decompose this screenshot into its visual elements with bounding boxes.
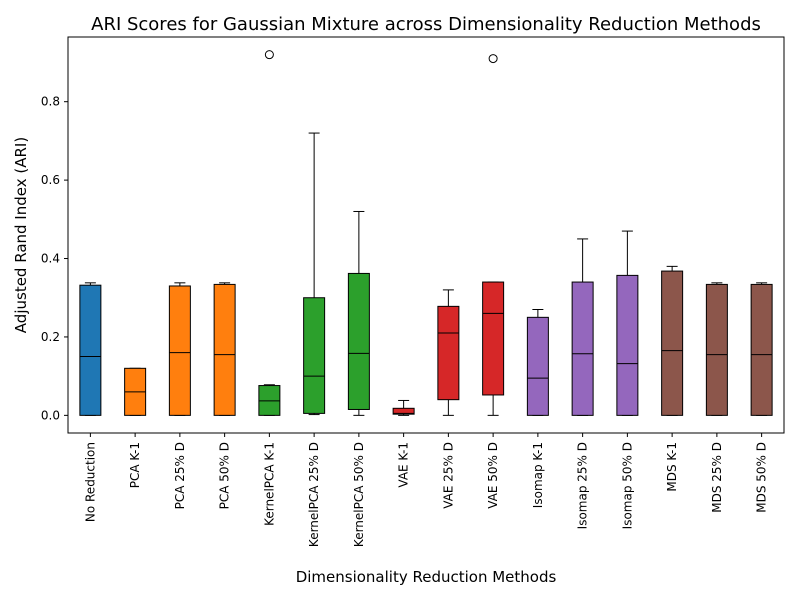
box-0 — [79, 282, 102, 416]
y-tick-label: 0.4 — [41, 252, 60, 266]
chart-title: ARI Scores for Gaussian Mixture across D… — [91, 14, 761, 35]
y-axis: 0.0 0.2 0.4 0.6 0.8 — [41, 95, 68, 422]
box-iqr — [437, 305, 460, 401]
box-iqr — [616, 274, 639, 416]
box-1 — [124, 367, 147, 416]
boxes-layer — [79, 50, 773, 416]
x-tick-label: Isomap 25% D — [576, 442, 590, 529]
x-axis: No Reduction PCA K-1 PCA 25% D PCA 50% D Ker… — [83, 433, 769, 547]
box-13 — [661, 265, 684, 416]
x-tick-label: MDS 25% D — [710, 442, 724, 513]
box-15 — [750, 282, 773, 416]
x-tick-label: VAE 50% D — [486, 442, 500, 509]
box-3 — [213, 282, 236, 416]
x-tick-label: VAE K-1 — [397, 442, 411, 488]
y-tick-label: 0.6 — [41, 173, 60, 187]
box-4 — [258, 50, 281, 416]
box-2 — [168, 282, 191, 416]
box-8 — [437, 289, 460, 416]
x-tick-label: PCA 25% D — [173, 442, 187, 509]
y-tick-label: 0.0 — [41, 408, 60, 422]
box-12 — [616, 230, 639, 416]
x-tick-label: VAE 25% D — [441, 442, 455, 509]
outlier-point — [264, 50, 274, 60]
box-5 — [303, 132, 326, 416]
x-tick-label: PCA 50% D — [218, 442, 232, 509]
plot-area-frame — [67, 36, 785, 434]
y-tick-label: 0.8 — [41, 95, 60, 109]
x-tick-label: KernelPCA K-1 — [262, 442, 276, 526]
x-tick-label: KernelPCA 25% D — [307, 442, 321, 547]
x-tick-label: KernelPCA 50% D — [352, 442, 366, 547]
box-6 — [347, 210, 370, 416]
box-iqr — [392, 407, 415, 415]
box-14 — [705, 282, 728, 416]
x-axis-label: Dimensionality Reduction Methods — [296, 568, 557, 586]
box-iqr — [213, 283, 236, 416]
box-iqr — [661, 270, 684, 416]
x-tick-label: PCA K-1 — [128, 442, 142, 488]
box-iqr — [303, 297, 326, 414]
x-tick-label: Isomap 50% D — [620, 442, 634, 529]
box-iqr — [482, 281, 505, 396]
x-tick-label: No Reduction — [83, 442, 97, 522]
box-7 — [392, 399, 415, 416]
box-iqr — [168, 285, 191, 416]
box-iqr — [571, 281, 594, 416]
x-tick-label: MDS 50% D — [755, 442, 769, 513]
y-tick-label: 0.2 — [41, 330, 60, 344]
x-tick-label: Isomap K-1 — [531, 442, 545, 508]
x-tick-label: MDS K-1 — [665, 442, 679, 492]
y-axis-label: Adjusted Rand Index (ARI) — [12, 137, 30, 333]
box-iqr — [750, 283, 773, 416]
box-9 — [482, 54, 505, 416]
box-iqr — [526, 316, 549, 416]
box-11 — [571, 238, 594, 416]
box-10 — [526, 308, 549, 416]
box-iqr — [79, 284, 102, 416]
box-iqr — [347, 272, 370, 410]
box-iqr — [705, 283, 728, 416]
outlier-point — [488, 54, 498, 64]
